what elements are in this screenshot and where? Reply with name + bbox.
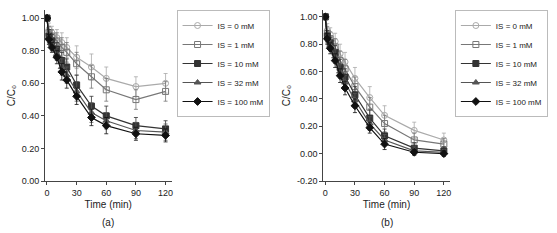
svg-text:0.80: 0.80 <box>22 46 40 56</box>
svg-text:0: 0 <box>44 188 49 198</box>
svg-text:120: 120 <box>436 188 451 198</box>
svg-text:0.20: 0.20 <box>300 121 318 131</box>
svg-text:0.60: 0.60 <box>300 67 318 77</box>
svg-text:0.20: 0.20 <box>22 144 40 154</box>
svg-text:IS = 100 mM: IS = 100 mM <box>218 98 264 107</box>
svg-text:0.40: 0.40 <box>300 94 318 104</box>
svg-text:(b): (b) <box>381 217 393 228</box>
svg-text:1.00: 1.00 <box>300 12 318 22</box>
svg-text:1.00: 1.00 <box>22 13 40 23</box>
svg-text:IS = 1 mM: IS = 1 mM <box>218 41 255 50</box>
svg-text:IS = 1 mM: IS = 1 mM <box>496 41 533 50</box>
svg-text:60: 60 <box>380 188 390 198</box>
svg-text:IS = 0 mM: IS = 0 mM <box>218 22 255 31</box>
svg-text:IS = 32 mM: IS = 32 mM <box>496 79 537 88</box>
svg-text:Time (min): Time (min) <box>85 199 132 210</box>
svg-text:C/C₀: C/C₀ <box>6 85 17 106</box>
svg-text:C/C₀: C/C₀ <box>281 85 292 106</box>
svg-text:(a): (a) <box>102 217 114 228</box>
svg-text:0.00: 0.00 <box>22 176 40 186</box>
svg-text:0.80: 0.80 <box>300 39 318 49</box>
svg-text:0.40: 0.40 <box>22 111 40 121</box>
svg-text:90: 90 <box>409 188 419 198</box>
svg-text:IS = 10 mM: IS = 10 mM <box>496 60 537 69</box>
svg-text:Time (min): Time (min) <box>363 199 410 210</box>
svg-text:-0.20: -0.20 <box>297 176 318 186</box>
svg-text:0.00: 0.00 <box>300 149 318 159</box>
svg-text:IS = 32 mM: IS = 32 mM <box>218 79 259 88</box>
svg-text:120: 120 <box>158 188 173 198</box>
svg-text:60: 60 <box>101 188 111 198</box>
svg-text:IS = 10 mM: IS = 10 mM <box>218 60 259 69</box>
svg-text:0: 0 <box>323 188 328 198</box>
svg-text:90: 90 <box>131 188 141 198</box>
svg-text:0.60: 0.60 <box>22 78 40 88</box>
svg-text:30: 30 <box>72 188 82 198</box>
svg-text:IS = 0 mM: IS = 0 mM <box>496 22 533 31</box>
svg-text:IS = 100 mM: IS = 100 mM <box>496 98 542 107</box>
svg-text:30: 30 <box>350 188 360 198</box>
